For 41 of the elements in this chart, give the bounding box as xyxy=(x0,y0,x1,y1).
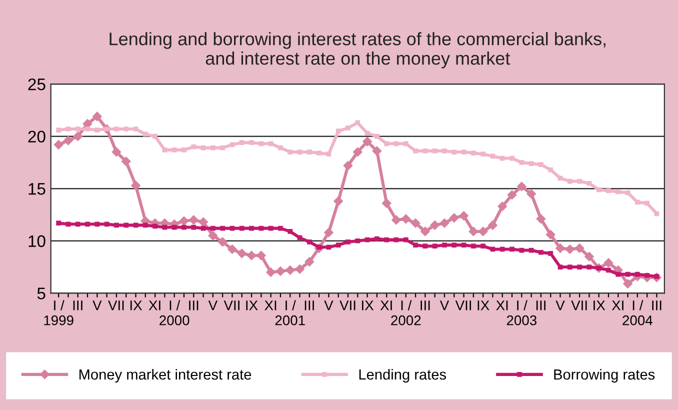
x-tick-label: IX xyxy=(246,300,258,310)
x-tick-label: III xyxy=(304,300,314,310)
legend-label: Money market interest rate xyxy=(79,368,252,383)
x-tick-label: III xyxy=(73,300,82,310)
x-tick-label: VII xyxy=(224,300,240,310)
x-tick-label: XI xyxy=(264,300,276,310)
x-tick-label: XI xyxy=(148,300,160,310)
x-tick-label: III xyxy=(189,300,198,310)
x-tick-label: III xyxy=(536,300,546,310)
x-tick-label: I / 1999 xyxy=(44,300,74,326)
x-tick-label: I / 2003 xyxy=(506,300,536,326)
x-tick-label: IX xyxy=(478,300,490,310)
x-tick-label: V xyxy=(92,300,102,310)
legend-label: Borrowing rates xyxy=(554,368,655,383)
x-tick-label: I / 2000 xyxy=(160,300,190,326)
x-tick-label: XI xyxy=(612,300,624,310)
legend-label: Lending rates xyxy=(359,368,446,383)
x-tick-label: VII xyxy=(571,300,587,310)
x-tick-label: VII xyxy=(340,300,356,310)
y-tick-label: 5 xyxy=(37,288,46,300)
y-tick-label: 10 xyxy=(28,235,46,248)
x-tick-label: IX xyxy=(594,300,606,310)
x-tick-label: V xyxy=(556,300,565,310)
y-tick-label: 20 xyxy=(28,130,46,143)
x-tick-label: V xyxy=(208,300,218,310)
x-tick-label: XI xyxy=(496,300,508,310)
x-tick-label: I / 2002 xyxy=(391,300,421,326)
x-tick-label: IX xyxy=(130,300,142,310)
x-tick-label: III xyxy=(420,300,430,310)
chart-title: Lending and borrowing interest rates of the commercial banks, and interest rate on the money market xyxy=(110,32,606,68)
x-tick-label: XI xyxy=(380,300,392,310)
x-tick-label: V xyxy=(324,300,334,310)
x-tick-label: VII xyxy=(108,300,124,310)
x-tick-label: I / 2004 xyxy=(622,300,652,326)
x-tick-label: IX xyxy=(362,300,374,310)
x-tick-label: I / 2001 xyxy=(275,300,305,326)
x-tick-label: VII xyxy=(455,300,471,310)
y-tick-label: 15 xyxy=(28,183,46,195)
x-tick-label: V xyxy=(440,300,450,310)
y-tick-label: 25 xyxy=(28,78,46,90)
x-tick-label: III xyxy=(652,300,662,310)
